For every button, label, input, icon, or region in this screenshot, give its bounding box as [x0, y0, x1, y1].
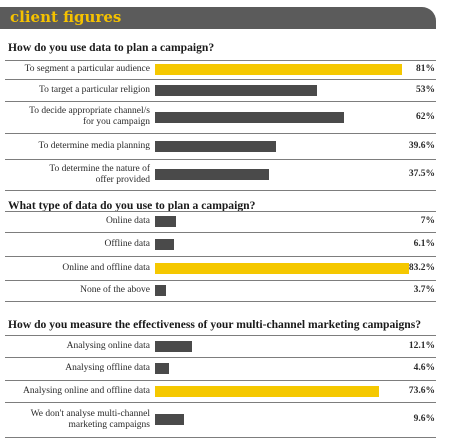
- bar: [155, 363, 170, 374]
- chart-1-title: How do you use data to plan a campaign?: [8, 41, 215, 54]
- divider: [5, 402, 436, 403]
- divider: [5, 280, 436, 281]
- value-label: 53%: [416, 84, 435, 95]
- value-label: 62%: [416, 111, 435, 122]
- value-label: 37.5%: [408, 169, 435, 179]
- divider: [5, 79, 436, 80]
- divider: [5, 60, 436, 61]
- bar: [155, 340, 192, 352]
- bar: [155, 414, 185, 425]
- bar-label: We don't analyse multi-channel marketing…: [30, 408, 150, 430]
- divider: [5, 357, 436, 358]
- bar: [155, 285, 167, 296]
- bar-highlight: [155, 262, 409, 274]
- divider: [5, 380, 436, 381]
- value-label: 9.6%: [413, 414, 435, 424]
- value-label: 81%: [416, 64, 435, 74]
- value-label: 39.6%: [408, 140, 435, 151]
- divider: [5, 301, 436, 302]
- bar: [155, 169, 270, 180]
- value-label: 73.6%: [408, 385, 435, 396]
- bar-label: None of the above: [80, 285, 150, 295]
- bar-label: Online data: [105, 216, 150, 226]
- bar: [155, 111, 345, 123]
- bar-label: Analysing offline data: [65, 363, 150, 373]
- value-label: 83.2%: [408, 262, 435, 273]
- divider: [5, 335, 436, 336]
- chart-3-title: How do you measure the effectiveness of …: [8, 318, 422, 331]
- bar-label: To determine media planning: [38, 140, 150, 151]
- bar-label: To determine the nature of offer provide…: [49, 163, 150, 185]
- header-bar: client figures: [0, 7, 436, 29]
- divider: [5, 256, 436, 257]
- divider: [5, 437, 436, 438]
- bar-label: Offline data: [104, 238, 150, 249]
- bar-label: To segment a particular audience: [24, 64, 150, 74]
- page-title: client figures: [10, 8, 122, 26]
- divider: [5, 232, 436, 233]
- bar-label: Analysing online data: [66, 340, 150, 351]
- value-label: 7%: [420, 216, 435, 226]
- bar: [155, 84, 317, 96]
- bar: [155, 216, 177, 227]
- divider: [5, 211, 436, 212]
- divider: [5, 101, 436, 102]
- chart-2-title: What type of data do you use to plan a c…: [8, 199, 256, 212]
- bar-highlight: [155, 64, 403, 75]
- bar-highlight: [155, 385, 380, 397]
- bar: [155, 238, 174, 250]
- value-label: 12.1%: [408, 340, 435, 351]
- value-label: 6.1%: [413, 238, 435, 249]
- value-label: 4.6%: [413, 363, 435, 373]
- bar-label: Online and offline data: [62, 262, 150, 273]
- divider: [5, 159, 436, 160]
- bar-label: To decide appropriate channel/s for you …: [29, 106, 150, 127]
- bar-label: To target a particular religion: [38, 84, 150, 95]
- divider: [5, 190, 436, 191]
- value-label: 3.7%: [413, 285, 435, 295]
- divider: [5, 133, 436, 134]
- bar: [155, 140, 276, 152]
- bar-label: Analysing online and offline data: [23, 385, 150, 396]
